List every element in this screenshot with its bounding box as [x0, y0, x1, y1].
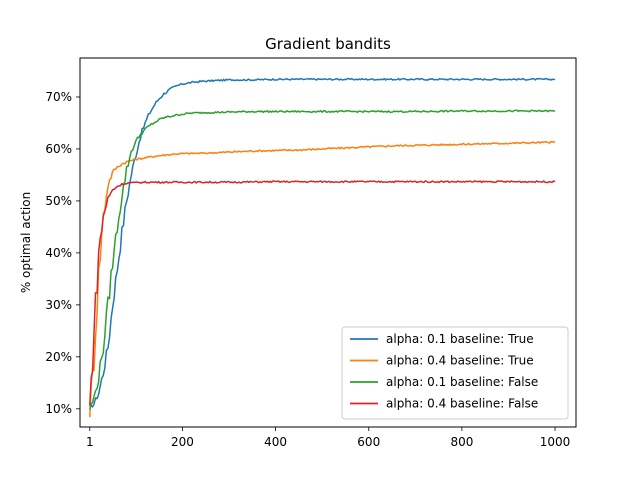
legend-label-3: alpha: 0.1 baseline: False — [386, 375, 538, 389]
series-line-1 — [89, 77, 556, 408]
x-tick-label: 400 — [264, 435, 287, 449]
legend-label-1: alpha: 0.1 baseline: True — [386, 332, 534, 346]
y-tick-label: 40% — [45, 246, 72, 260]
y-tick-label: 70% — [45, 90, 72, 104]
legend: alpha: 0.1 baseline: True alpha: 0.4 base… — [341, 326, 569, 420]
x-axis: 1 200 400 600 800 1000 — [86, 427, 570, 449]
series-line-3 — [89, 109, 556, 410]
series-line-2 — [89, 140, 556, 418]
y-tick-label: 10% — [45, 402, 72, 416]
x-tick-label: 600 — [357, 435, 380, 449]
x-tick-label: 1 — [86, 435, 94, 449]
y-tick-label: 50% — [45, 194, 72, 208]
y-axis: 10% 20% 30% 40% 50% 60% 70% — [45, 90, 80, 416]
plot-frame — [79, 57, 577, 428]
x-tick-label: 200 — [171, 435, 194, 449]
y-tick-label: 30% — [45, 298, 72, 312]
y-tick-label: 20% — [45, 350, 72, 364]
legend-box — [341, 326, 569, 420]
x-tick-label: 1000 — [540, 435, 571, 449]
plot-lines — [89, 77, 556, 418]
y-tick-label: 60% — [45, 142, 72, 156]
legend-label-4: alpha: 0.4 baseline: False — [386, 397, 538, 411]
y-axis-label: % optimal action — [19, 192, 33, 293]
chart-title: Gradient bandits — [265, 35, 391, 53]
x-tick-label: 800 — [450, 435, 473, 449]
legend-label-2: alpha: 0.4 baseline: True — [386, 354, 534, 368]
series-line-4 — [89, 180, 556, 406]
